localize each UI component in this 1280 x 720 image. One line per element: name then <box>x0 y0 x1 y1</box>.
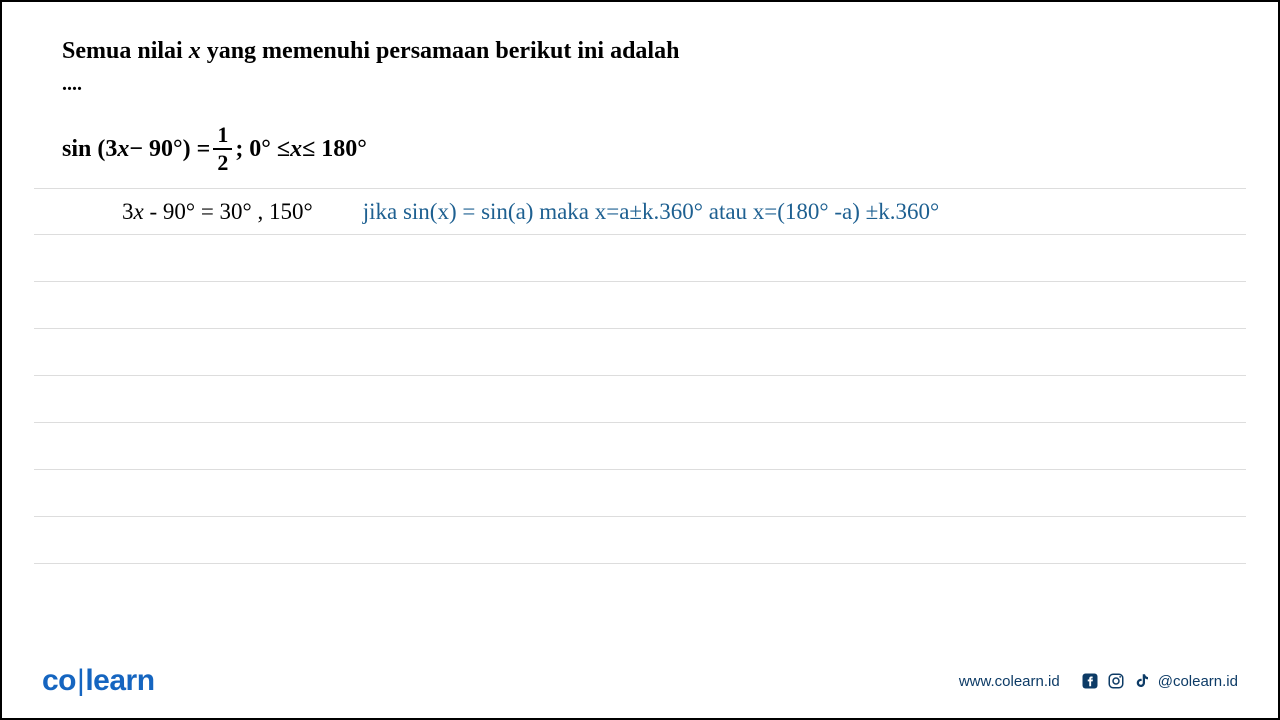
social-links: @colearn.id <box>1080 671 1238 691</box>
eq-minus-90: − 90°) = <box>129 136 210 163</box>
eq-range-end: ≤ 180° <box>302 136 367 163</box>
title-pre: Semua nilai <box>62 38 189 64</box>
step1-x: x <box>134 199 144 224</box>
eq-semicolon: ; 0° ≤ <box>235 136 290 163</box>
rule-line <box>34 329 1246 376</box>
rule-line <box>34 470 1246 517</box>
title-post: yang memenuhi persamaan berikut ini adal… <box>201 38 680 64</box>
writing-lines: 3x - 90° = 30° , 150° jika sin(x) = sin(… <box>2 188 1278 611</box>
ellipsis: .... <box>62 73 1218 96</box>
rule-line <box>34 517 1246 564</box>
fraction-denominator: 2 <box>213 148 232 174</box>
step1-pre: 3 <box>122 199 134 224</box>
brand-logo: co|learn <box>42 664 155 698</box>
eq-sin: sin (3 <box>62 136 117 163</box>
rule-line: 3x - 90° = 30° , 150° jika sin(x) = sin(… <box>34 188 1246 235</box>
fraction-numerator: 1 <box>213 124 232 148</box>
equation: sin (3x − 90°) = 1 2 ; 0° ≤ x ≤ 180° <box>62 124 1218 174</box>
eq-var-x: x <box>117 136 129 163</box>
rule-line <box>34 423 1246 470</box>
footer: co|learn www.colearn.id @colearn.id <box>2 664 1278 698</box>
tiktok-icon <box>1132 671 1152 691</box>
solution-step-1: 3x - 90° = 30° , 150° <box>122 199 313 225</box>
solution-row: 3x - 90° = 30° , 150° jika sin(x) = sin(… <box>34 199 1246 225</box>
rule-line <box>34 282 1246 329</box>
logo-co: co <box>42 664 76 697</box>
formula-hint: jika sin(x) = sin(a) maka x=a±k.360° ata… <box>363 199 940 225</box>
rule-line <box>34 564 1246 611</box>
logo-sep: | <box>77 664 84 697</box>
rule-line <box>34 376 1246 423</box>
question-title: Semua nilai x yang memenuhi persamaan be… <box>62 38 1218 65</box>
social-handle: @colearn.id <box>1158 673 1238 690</box>
rule-line <box>34 235 1246 282</box>
footer-right: www.colearn.id @colearn.id <box>959 671 1238 691</box>
facebook-icon <box>1080 671 1100 691</box>
fraction-half: 1 2 <box>213 124 232 174</box>
logo-learn: learn <box>85 664 154 697</box>
instagram-icon <box>1106 671 1126 691</box>
step1-post: - 90° = 30° , 150° <box>144 199 313 224</box>
eq-var-x2: x <box>290 136 302 163</box>
title-var-x: x <box>189 38 201 64</box>
website-url: www.colearn.id <box>959 673 1060 690</box>
